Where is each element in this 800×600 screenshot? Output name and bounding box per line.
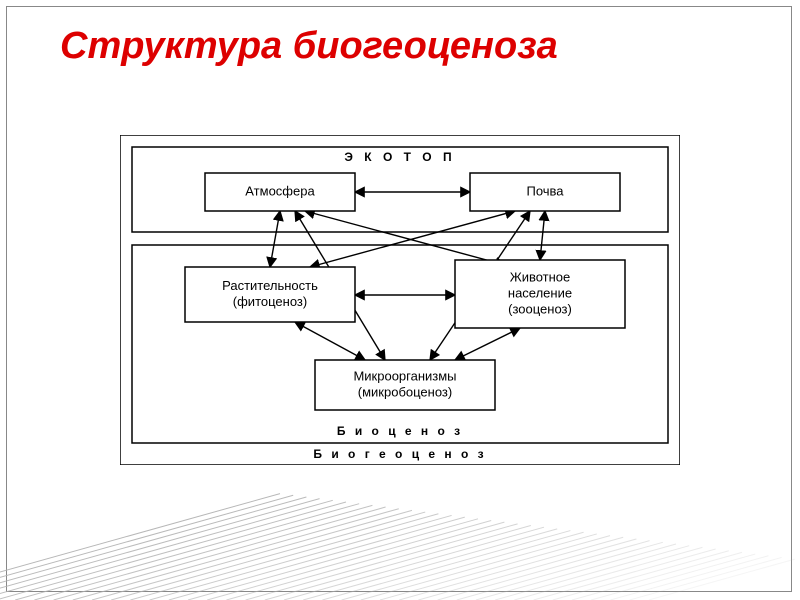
svg-text:Почва: Почва xyxy=(526,183,564,198)
node-phy: Растительность(фитоценоз) xyxy=(185,267,355,322)
biogeocenoz-label: Б и о г е о ц е н о з xyxy=(313,447,486,461)
svg-text:(микробоценоз): (микробоценоз) xyxy=(358,384,452,399)
edge-atm-zoo xyxy=(305,211,505,265)
edge-atm-phy xyxy=(270,211,280,267)
svg-text:(зооценоз): (зооценоз) xyxy=(508,301,572,316)
ekotop-label: Э К О Т О П xyxy=(344,150,455,164)
node-zoo: Животноенаселение(зооценоз) xyxy=(455,260,625,328)
svg-text:Животное: Животное xyxy=(510,269,571,284)
node-atm: Атмосфера xyxy=(205,173,355,211)
edge-soil-zoo xyxy=(540,211,545,260)
svg-text:население: население xyxy=(508,285,572,300)
page-title: Структура биогеоценоза xyxy=(60,25,560,69)
edge-zoo-mic xyxy=(455,328,520,360)
node-mic: Микроорганизмы(микробоценоз) xyxy=(315,360,495,410)
svg-text:Растительность: Растительность xyxy=(222,278,318,293)
biocenoz-label: Б и о ц е н о з xyxy=(337,424,463,438)
biogeocenosis-diagram: Атмосфера Почва Растительность(фитоценоз) Ж… xyxy=(120,135,680,465)
svg-text:Микроорганизмы: Микроорганизмы xyxy=(353,368,456,383)
edge-soil-phy xyxy=(310,211,515,267)
edge-phy-mic xyxy=(295,322,365,360)
svg-text:Атмосфера: Атмосфера xyxy=(245,183,315,198)
svg-text:(фитоценоз): (фитоценоз) xyxy=(233,294,307,309)
node-soil: Почва xyxy=(470,173,620,211)
